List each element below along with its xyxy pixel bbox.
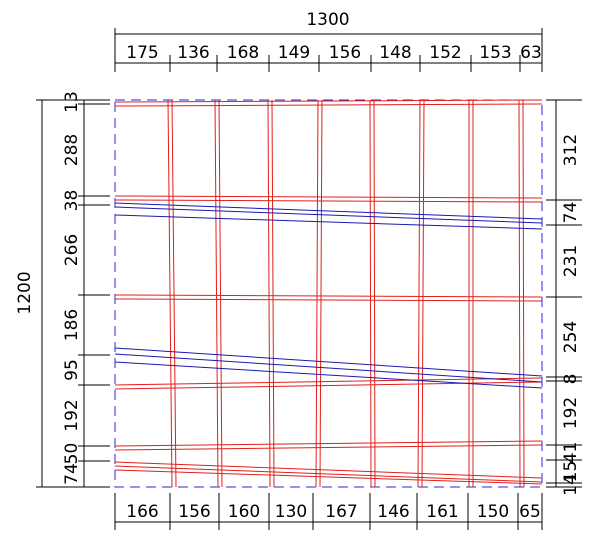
top-dimension-chain: 175 136 168 149 156 148 152 153 63 [114,43,543,72]
bottom-dimension-label: 160 [228,502,260,522]
vertical-bar [417,99,421,488]
overall-height-label: 1200 [15,271,35,314]
bottom-dimension-label: 167 [325,502,357,522]
horizontal-bar [114,444,543,451]
left-dimension-label: 266 [62,234,82,266]
vertical-bar [421,99,425,488]
top-dimension-label: 149 [278,43,310,63]
vertical-bar [167,99,173,488]
top-dimension-label: 63 [520,43,542,63]
vertical-bar [315,99,319,488]
overall-width-dimension: 1300 [114,10,543,60]
right-dimension-label: 254 [561,321,581,353]
top-dimension-label: 152 [429,43,461,63]
vertical-bar [522,99,525,488]
right-dimension-label: 74 [561,202,581,224]
vertical-bar [218,99,223,488]
vertical-bar [518,99,521,488]
blue-diagonal-lines [114,202,543,389]
vertical-bar [369,99,372,488]
left-dimension-label: 38 [62,190,82,212]
right-dimension-label: 312 [561,134,581,166]
horizontal-bar [114,103,543,107]
bottom-dimension-label: 65 [519,502,541,522]
right-dimension-label: 192 [561,397,581,429]
blue-line [114,353,543,383]
bottom-dimension-label: 161 [426,502,458,522]
left-dimension-label: 95 [62,359,82,381]
bottom-dimension-label: 150 [477,502,509,522]
right-dimension-label: 41 [561,442,581,464]
bottom-dimension-chain: 166 156 160 130 167 146 161 150 65 [114,493,543,530]
blue-line [114,214,543,230]
vertical-bar [271,99,275,488]
left-dimension-label: 288 [62,134,82,166]
top-dimension-label: 153 [479,43,511,63]
vertical-bar [373,99,376,488]
right-dimension-label: 8 [561,374,581,385]
bottom-dimension-label: 166 [126,502,158,522]
blue-line [114,206,543,224]
top-dimension-label: 148 [379,43,411,63]
bottom-dimension-label: 156 [178,502,210,522]
blue-line [114,202,543,220]
overall-height-dimension: 1200 [15,99,92,488]
left-dimension-label: 13 [62,91,82,113]
horizontal-bar [114,99,543,103]
vertical-bar [267,99,271,488]
horizontal-bar [114,294,543,298]
blue-line [114,347,543,377]
vertical-bars [167,99,525,488]
horizontal-bar [114,469,543,485]
left-dimension-label: 192 [62,399,82,431]
bottom-dimension-label: 146 [377,502,409,522]
bottom-dimension-label: 130 [275,502,307,522]
left-dimension-label: 50 [62,443,82,465]
left-dimension-label: 186 [62,309,82,341]
right-dimension-label: 231 [561,245,581,277]
panel-outline [114,99,543,488]
horizontal-bar [114,195,543,199]
horizontal-bar [114,199,543,203]
horizontal-bar [114,461,543,479]
top-dimension-label: 136 [177,43,209,63]
horizontal-bar [114,465,543,483]
top-dimension-label: 168 [227,43,259,63]
left-dimension-label: 74 [62,463,82,485]
right-dimension-label: 14 [561,474,581,496]
vertical-bar [214,99,219,488]
top-dimension-label: 156 [329,43,361,63]
vertical-bar [319,99,323,488]
overall-width-label: 1300 [306,10,349,30]
vertical-bar [171,99,177,488]
horizontal-bar [114,440,543,447]
right-dimension-label: 15 [561,461,581,483]
horizontal-bars [114,99,543,485]
horizontal-bar [114,377,543,386]
horizontal-bar [114,298,543,302]
horizontal-bar [114,381,543,390]
top-dimension-label: 175 [126,43,158,63]
blue-line [114,361,543,389]
